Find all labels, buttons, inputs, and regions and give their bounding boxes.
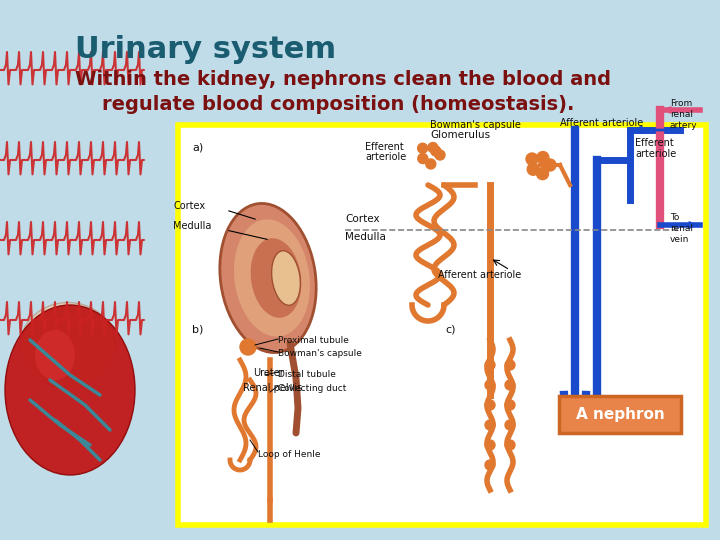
Circle shape (505, 380, 515, 390)
Text: Afferent arteriole: Afferent arteriole (560, 118, 643, 128)
Circle shape (485, 460, 495, 470)
Text: Efferent: Efferent (365, 142, 404, 152)
Text: vein: vein (670, 235, 689, 244)
Text: b): b) (192, 325, 203, 335)
Text: Ureter: Ureter (253, 368, 284, 378)
Circle shape (485, 420, 495, 430)
Text: From: From (670, 99, 692, 108)
Ellipse shape (35, 330, 75, 380)
Ellipse shape (234, 219, 310, 336)
Ellipse shape (20, 302, 115, 388)
Circle shape (485, 400, 495, 410)
Text: A nephron: A nephron (575, 408, 665, 422)
Circle shape (505, 440, 515, 450)
Text: Medulla: Medulla (173, 221, 212, 231)
Text: regulate blood composition (homeostasis).: regulate blood composition (homeostasis)… (75, 95, 575, 114)
Text: To: To (670, 213, 680, 222)
FancyBboxPatch shape (559, 396, 681, 433)
Ellipse shape (271, 251, 300, 305)
Text: Urinary system: Urinary system (75, 35, 336, 64)
Ellipse shape (251, 238, 302, 318)
Ellipse shape (220, 204, 316, 353)
Text: Efferent: Efferent (635, 138, 674, 148)
Circle shape (536, 167, 549, 180)
Circle shape (526, 153, 538, 165)
Text: artery: artery (670, 121, 698, 130)
Text: a): a) (192, 142, 203, 152)
Circle shape (527, 163, 539, 176)
Circle shape (485, 360, 495, 370)
Text: Loop of Henle: Loop of Henle (258, 450, 320, 459)
Text: Bowman's capsule: Bowman's capsule (278, 349, 362, 358)
Circle shape (435, 150, 445, 160)
Circle shape (505, 420, 515, 430)
Text: Proximal tubule: Proximal tubule (278, 336, 349, 345)
Text: Collecting duct: Collecting duct (278, 384, 346, 393)
Circle shape (505, 400, 515, 410)
Text: Within the kidney, nephrons clean the blood and: Within the kidney, nephrons clean the bl… (75, 70, 611, 89)
Text: Medulla: Medulla (345, 232, 386, 242)
Text: arteriole: arteriole (635, 149, 676, 159)
Circle shape (426, 159, 436, 169)
Circle shape (431, 146, 441, 156)
Text: renal: renal (670, 110, 693, 119)
Circle shape (240, 339, 256, 355)
Circle shape (537, 152, 549, 164)
Text: Renal pelvis: Renal pelvis (243, 383, 302, 393)
Text: c): c) (445, 325, 456, 335)
Circle shape (428, 143, 438, 152)
Circle shape (485, 380, 495, 390)
Circle shape (544, 159, 556, 171)
Ellipse shape (5, 305, 135, 475)
Text: arteriole: arteriole (365, 152, 406, 162)
Text: Afferent arteriole: Afferent arteriole (438, 270, 521, 280)
Circle shape (485, 440, 495, 450)
Text: Bowman's capsule: Bowman's capsule (430, 120, 521, 130)
Circle shape (505, 360, 515, 370)
Text: Distal tubule: Distal tubule (278, 370, 336, 379)
Circle shape (418, 143, 428, 153)
Circle shape (418, 153, 428, 164)
Text: renal: renal (670, 224, 693, 233)
Text: Cortex: Cortex (345, 214, 379, 224)
Text: Cortex: Cortex (173, 201, 205, 211)
Text: Glomerulus: Glomerulus (430, 130, 490, 140)
Bar (178, 125, 706, 525)
